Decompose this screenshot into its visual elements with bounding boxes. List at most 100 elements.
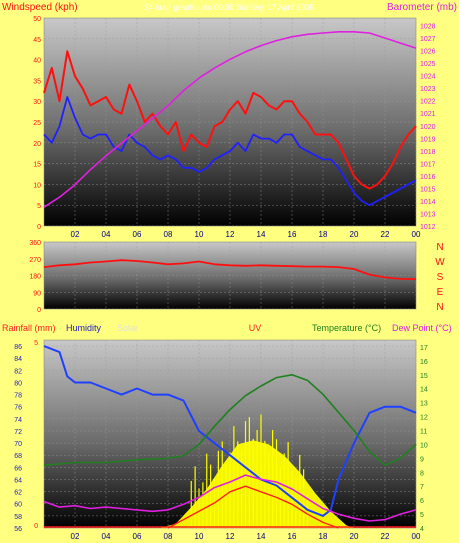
y2-tick-label: 1015	[420, 186, 436, 193]
y-tick-label: 68	[14, 453, 22, 460]
y-tick-label: 20	[33, 141, 41, 148]
y2-tick-label: 1026	[420, 49, 436, 56]
y2-tick-label: 1028	[420, 24, 436, 31]
y-tick-label: 15	[33, 162, 41, 169]
x-tick-label: 20	[350, 532, 359, 541]
series-barometer	[43, 31, 417, 208]
label-uv: UV	[249, 323, 262, 333]
compass-label: S	[437, 272, 444, 283]
y-tick-label: 72	[14, 429, 22, 436]
label-temperature: Temperature (°C)	[312, 323, 381, 333]
y-tick-label: 50	[33, 16, 41, 23]
y2-tick-label: 1018	[420, 149, 436, 156]
y2-tick-label: 1019	[420, 136, 436, 143]
compass-label: N	[436, 242, 443, 253]
y2-tick-label: 8	[420, 470, 424, 477]
y2-tick-label: 4	[420, 526, 424, 533]
x-tick-label: 02	[71, 532, 80, 541]
x-tick-label: 10	[195, 230, 204, 239]
x-tick-label: 04	[102, 230, 111, 239]
compass-label: N	[436, 302, 443, 313]
y-tick-label: 82	[14, 368, 22, 375]
y2-tick-label: 17	[420, 345, 428, 352]
y2-tick-label: 11	[420, 429, 427, 436]
y2-tick-label: 12	[420, 415, 428, 422]
y2-tick-label: 9	[420, 456, 424, 463]
y-tick-label: 35	[33, 78, 41, 85]
y-tick-label: 58	[14, 514, 22, 521]
y2-tick-label: 1027	[420, 36, 436, 43]
y2-tick-label: 5	[420, 512, 424, 519]
y2-tick-label: 10	[420, 442, 428, 449]
x-tick-label: 02	[71, 230, 80, 239]
y-tick-label: 60	[14, 502, 22, 509]
y2-tick-label: 1023	[420, 86, 436, 93]
y-tick-label: 78	[14, 393, 22, 400]
x-tick-label: 06	[133, 230, 142, 239]
y2-tick-label: 1014	[420, 199, 436, 206]
y-tick-label: 86	[14, 344, 22, 351]
chart-subtitle: 24 hour graph upto 00:00 Sunday, 17 Apri…	[144, 3, 314, 12]
series-humidity	[43, 345, 417, 517]
y2-tick-label: 1022	[420, 99, 436, 106]
series-wind-direction	[43, 259, 417, 281]
y-tick-label: 25	[33, 120, 41, 127]
x-tick-label: 14	[257, 230, 266, 239]
x-tick-label: 08	[164, 230, 173, 239]
y2-tick-label: 7	[420, 484, 424, 491]
series-dewpoint	[43, 474, 417, 522]
y-tick-label: 0	[37, 224, 41, 231]
y-tick-label: 64	[14, 477, 22, 484]
y-tick-label: 74	[14, 417, 22, 424]
y2-tick-label: 16	[420, 359, 428, 366]
series-wind-gust	[43, 50, 417, 190]
x-tick-label: 12	[226, 230, 235, 239]
y-tick-label: 0	[37, 307, 41, 314]
y-tick-label: 56	[14, 526, 22, 533]
y-tick-label: 90	[33, 290, 41, 297]
x-tick-label: 12	[226, 532, 235, 541]
y2-tick-label: 1021	[420, 111, 436, 118]
y-tick-label: 66	[14, 465, 22, 472]
y2-tick-label: 1013	[420, 211, 436, 218]
y2-tick-label: 1020	[420, 124, 436, 131]
y-tick-label: 40	[33, 58, 41, 65]
y-tick-label: 45	[33, 37, 41, 44]
y-tick-label: 76	[14, 405, 22, 412]
title-windspeed: Windspeed (kph)	[2, 2, 78, 13]
label-dewpoint: Dew Point (°C)	[392, 323, 452, 333]
y2-tick-label: 15	[420, 373, 428, 380]
y2-tick-label: 1017	[420, 161, 436, 168]
series-uv	[167, 485, 339, 529]
x-tick-label: 20	[350, 230, 359, 239]
x-tick-label: 10	[195, 532, 204, 541]
x-tick-label: 18	[319, 230, 328, 239]
series-temperature	[43, 374, 417, 467]
rain-tick-label: 5	[34, 340, 38, 347]
x-tick-label: 22	[381, 532, 390, 541]
title-barometer: Barometer (mb)	[387, 2, 457, 13]
y-tick-label: 10	[33, 182, 41, 189]
x-tick-label: 16	[288, 230, 297, 239]
y-tick-label: 30	[33, 99, 41, 106]
x-tick-label: 16	[288, 532, 297, 541]
y2-tick-label: 1016	[420, 174, 436, 181]
x-tick-label: 08	[164, 532, 173, 541]
y-tick-label: 80	[14, 380, 22, 387]
x-tick-label: 14	[257, 532, 266, 541]
y-tick-label: 84	[14, 356, 22, 363]
y2-tick-label: 6	[420, 498, 424, 505]
rain-tick-label: 0	[34, 523, 38, 530]
compass-label: W	[435, 257, 445, 268]
y2-tick-label: 14	[420, 387, 428, 394]
compass-label: E	[437, 287, 444, 298]
y2-tick-label: 1024	[420, 74, 436, 81]
x-tick-label: 06	[133, 532, 142, 541]
series-wind-average	[43, 96, 417, 207]
label-solar: Solar	[117, 323, 138, 333]
y2-tick-label: 1012	[420, 224, 436, 231]
x-tick-label: 00	[412, 532, 421, 541]
y-tick-label: 5	[37, 203, 41, 210]
